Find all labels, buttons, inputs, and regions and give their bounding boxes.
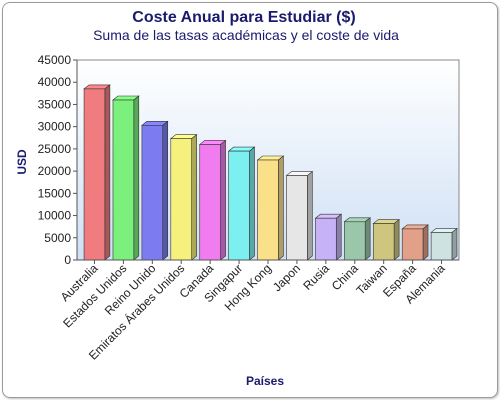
bar-front xyxy=(228,150,250,261)
bar xyxy=(430,227,458,261)
bar xyxy=(227,146,256,261)
bar xyxy=(141,120,169,261)
x-axis-label: Países xyxy=(246,374,284,388)
bar-side xyxy=(335,213,342,261)
y-tick-label: 15000 xyxy=(38,186,72,200)
bar-side xyxy=(133,95,140,261)
bar-front xyxy=(257,159,279,261)
y-tick-label: 35000 xyxy=(38,97,72,111)
bar-side xyxy=(104,84,111,261)
bar-side xyxy=(162,120,169,261)
y-axis-label: USD xyxy=(15,149,29,175)
bar xyxy=(314,213,343,261)
bar-side xyxy=(249,146,255,261)
x-tick-label: Japon xyxy=(270,261,303,294)
bar-front xyxy=(315,217,337,261)
y-tick-label: 20000 xyxy=(38,164,72,178)
bar-front xyxy=(286,175,308,261)
y-tick-label: 0 xyxy=(64,253,71,267)
y-axis: 0 5000 10000 15000 20000 25000 30000 35000 40000… xyxy=(38,53,78,267)
y-tick-label: 25000 xyxy=(38,142,72,156)
bar xyxy=(256,155,285,261)
bar-front xyxy=(83,88,106,261)
bar-side xyxy=(422,224,429,261)
bar-front xyxy=(430,232,453,261)
chart-subtitle: Suma de las tasas académicas y el coste … xyxy=(93,27,399,43)
bar xyxy=(112,95,140,261)
chart-title: Coste Anual para Estudiar ($) xyxy=(132,9,355,26)
y-tick-label: 10000 xyxy=(38,209,72,223)
bar-front xyxy=(141,125,164,261)
bar-side xyxy=(364,217,371,261)
bar-side xyxy=(451,227,458,261)
bar xyxy=(343,217,372,261)
bar-side xyxy=(191,134,197,261)
bar-front xyxy=(372,223,395,261)
y-tick-label: 45000 xyxy=(38,53,72,67)
bar xyxy=(401,224,429,261)
bar xyxy=(169,134,198,261)
bar-side xyxy=(278,155,284,261)
bar xyxy=(198,139,227,261)
bar xyxy=(83,84,111,261)
x-tick-label: Rusia xyxy=(300,261,332,293)
y-tick-label: 40000 xyxy=(38,75,72,89)
bars xyxy=(83,84,458,261)
bar xyxy=(285,170,314,261)
bar-side xyxy=(393,218,400,261)
bar-front xyxy=(344,221,366,261)
bar-side xyxy=(220,139,226,261)
bar-front xyxy=(170,138,192,261)
y-tick-label: 30000 xyxy=(38,120,72,134)
bar-side xyxy=(307,170,313,261)
bar-front xyxy=(401,228,424,261)
y-tick-label: 5000 xyxy=(44,231,71,245)
bar xyxy=(372,218,400,261)
bar-front xyxy=(199,144,221,261)
bar-front xyxy=(112,99,135,261)
